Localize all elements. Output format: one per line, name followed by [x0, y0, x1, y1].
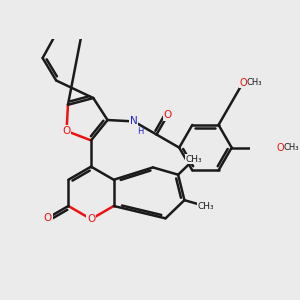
Text: O: O	[276, 142, 284, 153]
Text: CH₃: CH₃	[186, 155, 202, 164]
Text: CH₃: CH₃	[246, 78, 262, 87]
Text: O: O	[239, 78, 247, 88]
Text: N: N	[130, 116, 138, 126]
Text: CH₃: CH₃	[284, 143, 299, 152]
Text: O: O	[87, 214, 95, 224]
Text: H: H	[137, 128, 143, 136]
Text: O: O	[44, 213, 52, 223]
Text: O: O	[164, 110, 172, 120]
Text: O: O	[62, 126, 71, 136]
Text: CH₃: CH₃	[197, 202, 214, 211]
